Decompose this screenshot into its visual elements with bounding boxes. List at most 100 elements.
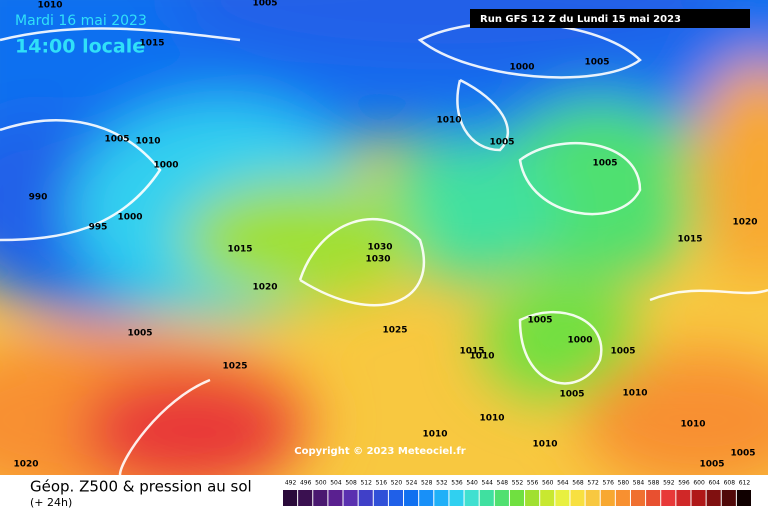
legend-label: 508 (345, 480, 357, 487)
isobar-label: 1020 (13, 460, 38, 470)
legend-label: 608 (724, 480, 736, 487)
isobar-label: 1015 (139, 39, 164, 49)
legend-swatch (479, 490, 494, 506)
legend-label: 612 (739, 480, 751, 487)
legend-label: 528 (421, 480, 433, 487)
legend-swatch (343, 490, 358, 506)
isobar-label: 1000 (567, 336, 592, 346)
legend-swatch (434, 490, 449, 506)
legend-swatch (691, 490, 706, 506)
footer-subtitle: (+ 24h) (30, 496, 72, 509)
legend-label: 512 (360, 480, 372, 487)
isobar-label: 1005 (730, 449, 755, 459)
isobar-label: 1010 (680, 420, 705, 430)
legend-label: 544 (482, 480, 494, 487)
legend-label: 580 (618, 480, 630, 487)
isobar-label: 1020 (732, 218, 757, 228)
legend-swatch (358, 490, 373, 506)
legend-label: 516 (376, 480, 388, 487)
legend-label: 576 (603, 480, 615, 487)
legend-swatch (736, 490, 751, 506)
legend-label: 496 (300, 480, 312, 487)
legend-label: 572 (587, 480, 599, 487)
legend-label: 520 (391, 480, 403, 487)
isobar-label: 1025 (222, 362, 247, 372)
legend-label: 596 (678, 480, 690, 487)
legend-swatch (388, 490, 404, 506)
isobar-label: 1010 (479, 414, 504, 424)
legend-swatch (525, 490, 540, 506)
isobar-label: 1000 (117, 213, 142, 223)
legend-label: 560 (542, 480, 554, 487)
legend-swatch (328, 490, 343, 506)
legend-swatch (373, 490, 388, 506)
isobar-label: 1005 (584, 58, 609, 68)
legend-swatch (494, 490, 509, 506)
isobar-label: 1005 (699, 460, 724, 470)
legend-swatch (404, 490, 419, 506)
legend-label: 540 (466, 480, 478, 487)
isobar-label: 1010 (436, 116, 461, 126)
run-box (470, 9, 750, 28)
legend-swatch (661, 490, 676, 506)
legend-label: 500 (315, 480, 327, 487)
map-time: 14:00 locale (15, 36, 145, 58)
copyright: Copyright © 2023 Meteociel.fr (294, 446, 465, 457)
legend-swatch (615, 490, 630, 506)
footer-title: Géop. Z500 & pression au sol (30, 478, 252, 496)
isobar-label: 1005 (592, 159, 617, 169)
isobar-label: 1005 (489, 138, 514, 148)
isobar-label: 1025 (382, 326, 407, 336)
legend-swatch (630, 490, 646, 506)
legend-label: 568 (572, 480, 584, 487)
legend-label: 564 (557, 480, 569, 487)
legend-label: 492 (285, 480, 297, 487)
legend-label: 552 (512, 480, 524, 487)
isobar-label: 1010 (422, 430, 447, 440)
legend-swatch (585, 490, 600, 506)
legend-swatch (298, 490, 313, 506)
legend-swatch (464, 490, 479, 506)
legend-swatch (313, 490, 328, 506)
isobar-label: 1005 (559, 390, 584, 400)
map-date: Mardi 16 mai 2023 (15, 13, 147, 29)
legend-swatch (676, 490, 691, 506)
legend-label: 532 (436, 480, 448, 487)
isobar-label: 1005 (610, 347, 635, 357)
isobar-label: 1030 (365, 255, 390, 265)
legend-label: 584 (633, 480, 645, 487)
isobar-label: 1010 (622, 389, 647, 399)
legend-swatch (509, 490, 525, 506)
legend-swatch (706, 490, 721, 506)
isobar-label: 1010 (37, 1, 62, 11)
isobar-label: 1020 (252, 283, 277, 293)
legend-swatch (600, 490, 615, 506)
isobar-label: 1005 (527, 316, 552, 326)
legend-label: 604 (708, 480, 720, 487)
isobar-label: 1015 (227, 245, 252, 255)
legend-swatch (540, 490, 555, 506)
legend-label: 536 (451, 480, 463, 487)
isobar-label: 1005 (252, 0, 277, 9)
legend-swatch (570, 490, 585, 506)
run-info: Run GFS 12 Z du Lundi 15 mai 2023 (480, 14, 681, 25)
legend-label: 592 (663, 480, 675, 487)
legend-label: 556 (527, 480, 539, 487)
isobar-label: 1015 (677, 235, 702, 245)
isobar-label: 990 (29, 193, 48, 203)
legend-swatch (646, 490, 661, 506)
isobar-label: 1010 (532, 440, 557, 450)
isobar-label: 1000 (153, 161, 178, 171)
legend-swatch (449, 490, 464, 506)
legend-swatch (419, 490, 434, 506)
isobar-label: 1005 (104, 135, 129, 145)
legend-label: 504 (330, 480, 342, 487)
isobar-label: 1030 (367, 243, 392, 253)
legend-label: 588 (648, 480, 660, 487)
legend-label: 548 (497, 480, 509, 487)
isobar-label: 1000 (509, 63, 534, 73)
legend-label: 600 (693, 480, 705, 487)
isobar-label: 1010 (469, 352, 494, 362)
isobar-label: 1010 (135, 137, 160, 147)
